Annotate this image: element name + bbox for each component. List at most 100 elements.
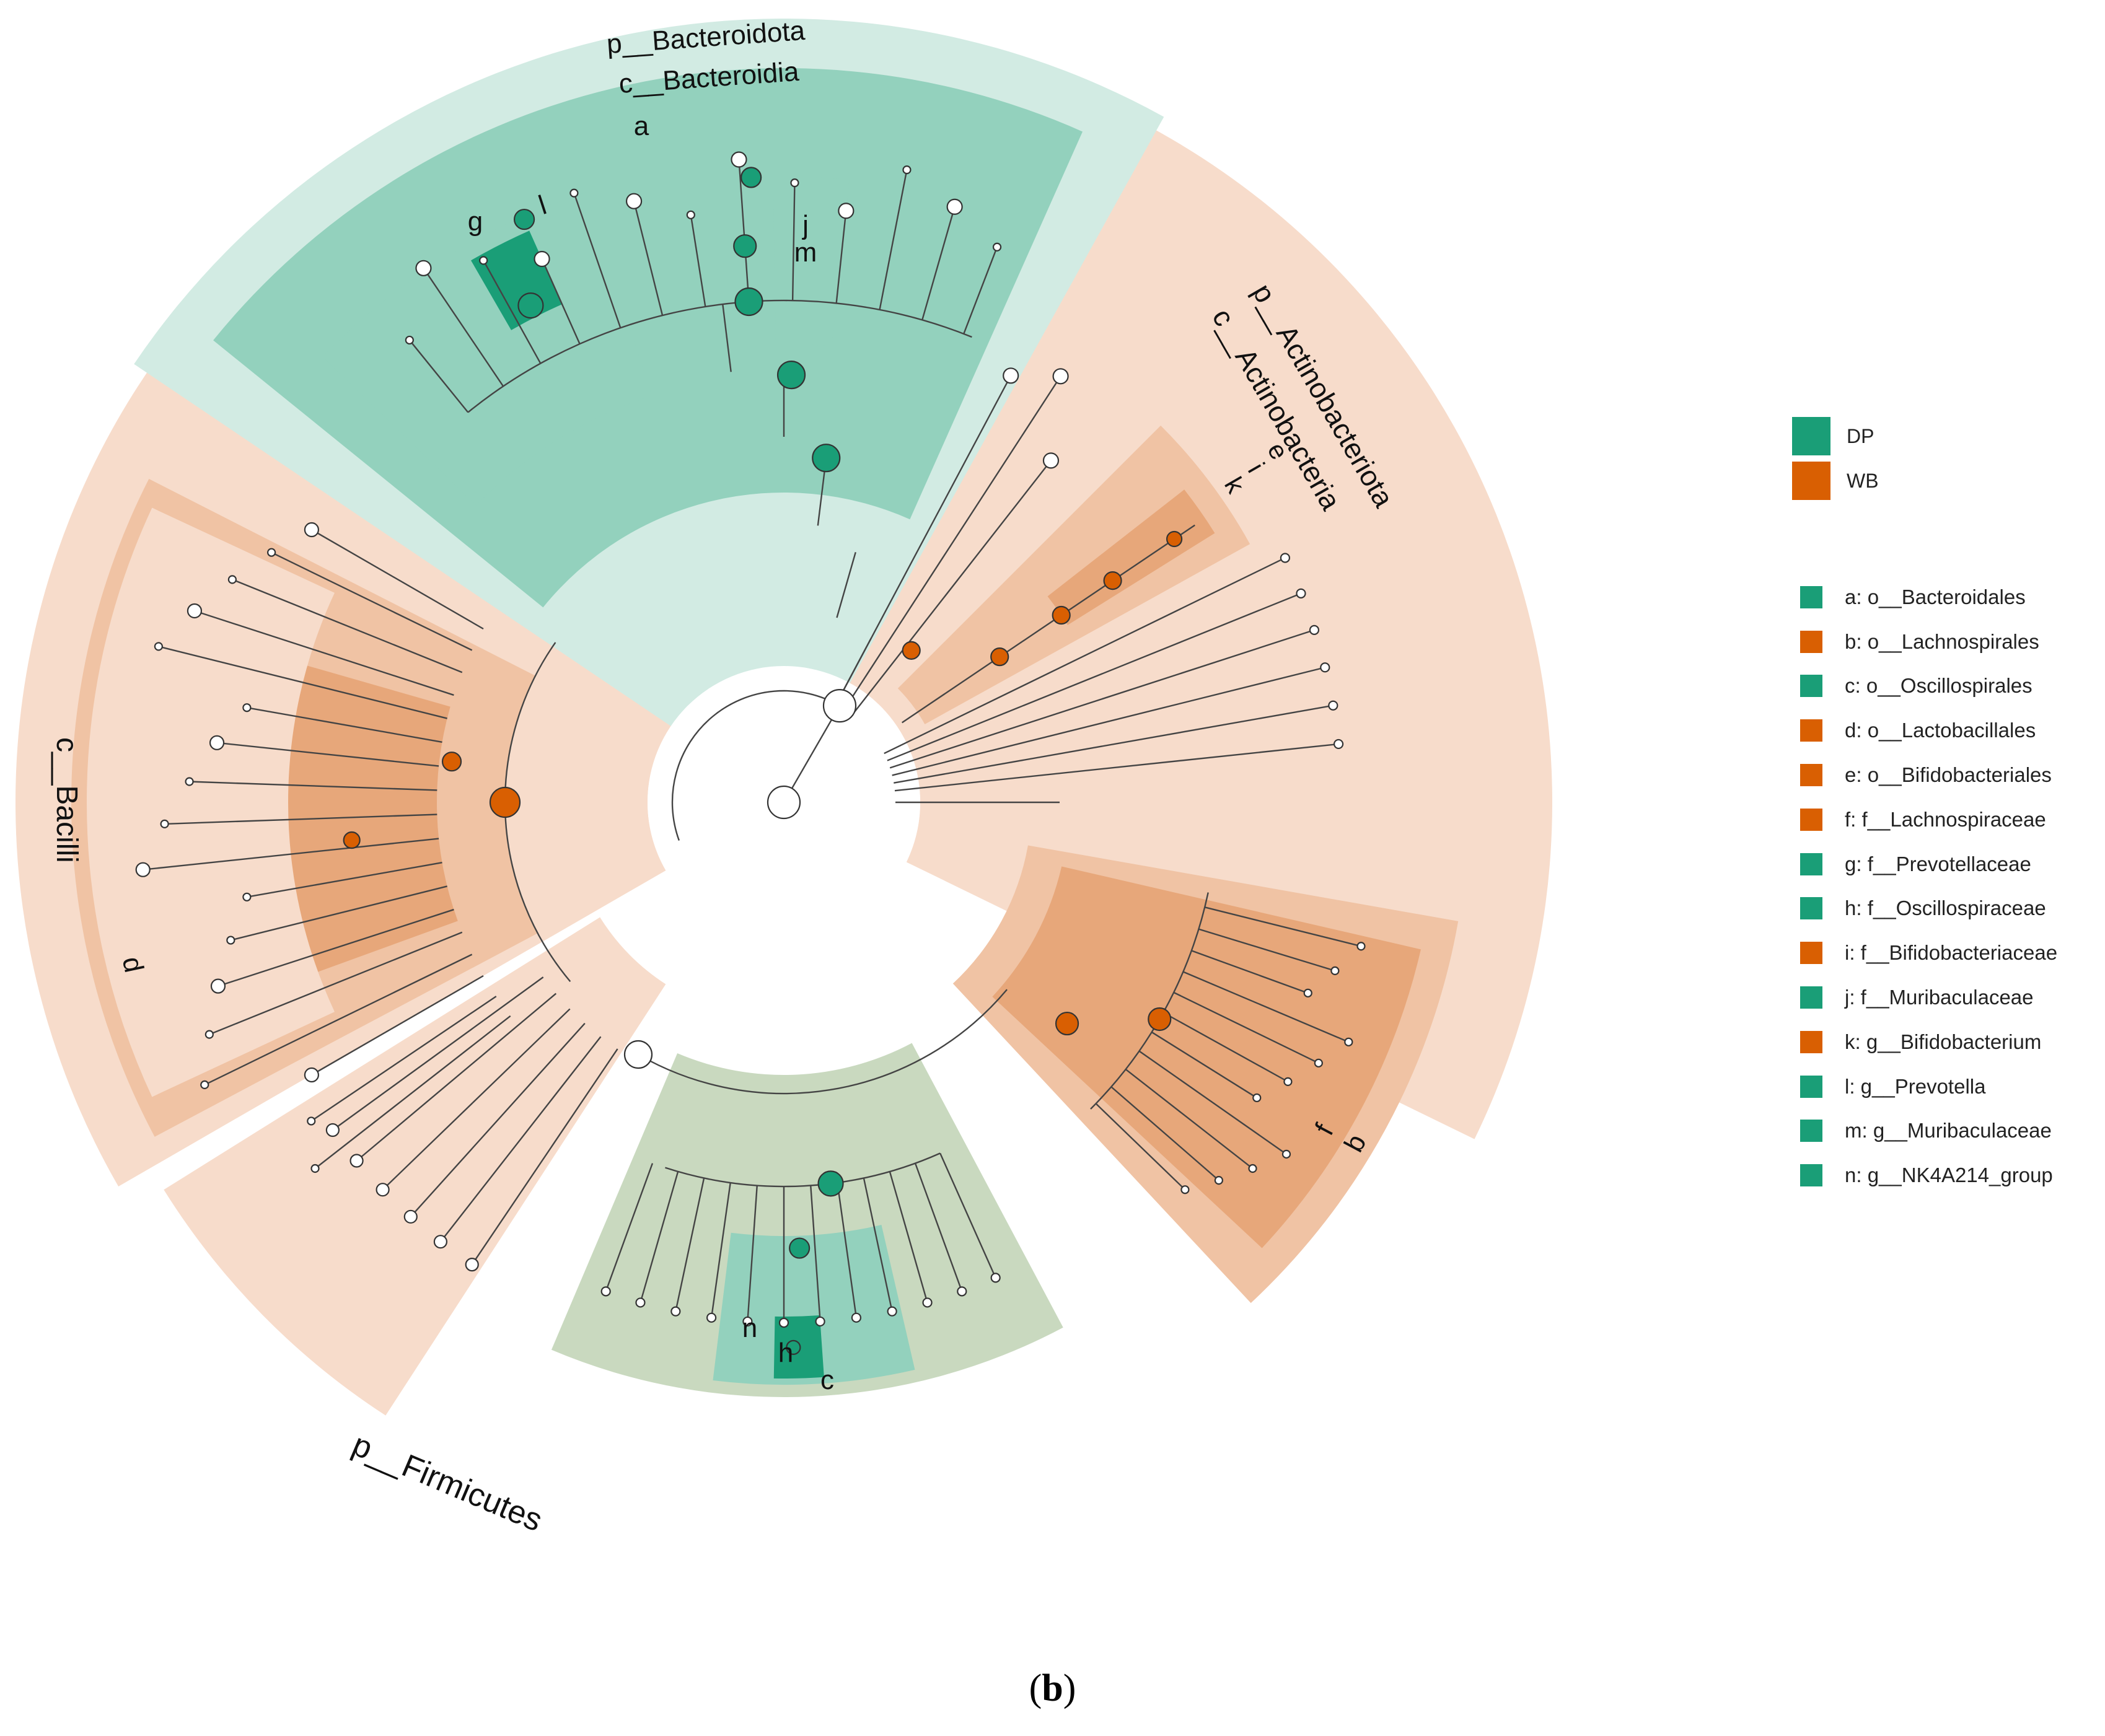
- leaf-node: [1356, 942, 1366, 951]
- node-nk4a214: [786, 1339, 801, 1355]
- leaf-branch: [835, 375, 1012, 704]
- legend-swatch: [1800, 1030, 1822, 1053]
- leaf-branch: [810, 1185, 821, 1322]
- leaf-branch: [1151, 1031, 1257, 1098]
- leaf-node: [600, 1286, 611, 1297]
- leaf-branch: [879, 169, 908, 310]
- branch-bacteroidota: [836, 551, 856, 618]
- clade-letter-h: h: [778, 1338, 793, 1368]
- clade-letter-m: m: [794, 237, 817, 268]
- legend-text: k: g__Bifidobacterium: [1845, 1030, 2042, 1053]
- legend-row: f: f__Lachnospiraceae: [1800, 797, 2057, 842]
- legend-swatch-dp: [1792, 417, 1830, 455]
- node-prevotellaceae: [517, 292, 544, 319]
- leaf-node: [1314, 1058, 1323, 1067]
- node-muribaculaceae: [733, 234, 757, 258]
- legend-text: d: o__Lactobacillales: [1845, 719, 2036, 742]
- leaf-node: [349, 1154, 364, 1168]
- leaf-branch: [921, 206, 956, 320]
- leaf-branch: [835, 211, 847, 304]
- leaf-node: [403, 1209, 418, 1224]
- leaf-node: [200, 1080, 209, 1090]
- clade-letter-n: n: [742, 1313, 757, 1343]
- leaf-branch: [573, 193, 622, 328]
- leaf-branch: [605, 1163, 654, 1292]
- legend-text: n: g__NK4A214_group: [1845, 1164, 2053, 1187]
- branch-arc-bacteroidales: [467, 299, 972, 413]
- leaf-branch: [194, 610, 454, 696]
- leaf-node: [887, 1306, 897, 1317]
- leaf-node: [185, 777, 194, 786]
- legend-swatch: [1800, 897, 1822, 920]
- leaf-branch: [894, 704, 1334, 784]
- leaf-branch: [311, 975, 484, 1076]
- leaf-node: [210, 978, 226, 994]
- legend-text: a: o__Bacteroidales: [1845, 585, 2026, 608]
- leaf-node: [242, 703, 252, 712]
- leaf-node: [226, 936, 235, 945]
- leaf-branch: [218, 908, 454, 987]
- leaf-branch: [483, 260, 542, 364]
- leaf-node: [304, 1067, 319, 1083]
- legend-row: n: g__NK4A214_group: [1800, 1153, 2057, 1198]
- leaf-node: [992, 242, 1002, 252]
- leaf-branch: [541, 258, 581, 344]
- node-kingdom: [822, 689, 857, 723]
- leaf-branch: [837, 1182, 858, 1318]
- leaf-node: [1252, 1093, 1262, 1103]
- legend-row: k: g__Bifidobacterium: [1800, 1020, 2057, 1064]
- leaf-branch: [914, 1163, 963, 1292]
- leaf-branch: [356, 993, 557, 1162]
- leaf-node: [922, 1297, 933, 1308]
- legend-row: b: o__Lachnospirales: [1800, 620, 2057, 664]
- leaf-node: [625, 193, 643, 209]
- node-lactobacillales: [441, 752, 462, 772]
- branch-root-bacteroidota: [783, 705, 841, 803]
- leaf-branch: [1095, 1103, 1186, 1191]
- leaf-node: [204, 1030, 214, 1039]
- leaf-node: [851, 1312, 862, 1323]
- leaf-branch: [939, 1152, 996, 1278]
- leaf-branch: [232, 579, 463, 673]
- legend-swatch: [1800, 808, 1822, 831]
- leaf-node: [670, 1306, 681, 1317]
- leaf-branch: [410, 1022, 586, 1217]
- legend-swatch: [1800, 719, 1822, 742]
- figure-caption: (b): [0, 1667, 2105, 1711]
- legend-item-wb: WB: [1792, 458, 1879, 503]
- leaf-node: [1214, 1176, 1223, 1185]
- leaf-node: [1333, 739, 1344, 750]
- legend-swatch: [1800, 585, 1822, 608]
- leaf-branch: [1162, 1012, 1288, 1082]
- legend-swatch: [1800, 1120, 1822, 1142]
- leaf-branch: [189, 781, 437, 791]
- leaf-branch: [710, 1182, 731, 1318]
- clade-letter-j: j: [801, 210, 809, 240]
- leaf-branch: [1125, 1069, 1254, 1169]
- leaf-branch: [889, 1171, 928, 1303]
- leaf-node: [1320, 662, 1330, 673]
- leaf-node: [376, 1183, 390, 1197]
- leaf-branch: [209, 931, 463, 1035]
- leaf-node: [405, 335, 414, 345]
- leaf-branch: [439, 1036, 602, 1242]
- group-legend: DP WB: [1792, 414, 1879, 503]
- leaf-node: [310, 1164, 320, 1173]
- leaf-branch: [747, 1185, 758, 1322]
- legend-text: g: f__Prevotellaceae: [1845, 852, 2031, 875]
- leaf-node: [706, 1312, 717, 1323]
- band-bacilli-outer: [164, 917, 666, 1416]
- leaf-branch: [271, 551, 473, 651]
- leaf-branch: [314, 1015, 511, 1169]
- tree-branches: [143, 159, 1361, 1323]
- legend-item-dp: DP: [1792, 414, 1879, 458]
- leaf-branch: [143, 838, 439, 870]
- node-bifido: [1103, 571, 1122, 590]
- node-firmicutes: [489, 786, 521, 818]
- legend-text: e: o__Bifidobacteriales: [1845, 763, 2052, 787]
- band-oscillospiraceae: [713, 1225, 915, 1385]
- leaf-node: [1281, 1149, 1291, 1159]
- leaf-branch: [1182, 971, 1349, 1043]
- node-clostridia: [623, 1040, 653, 1069]
- legend-row: l: g__Prevotella: [1800, 1064, 2057, 1109]
